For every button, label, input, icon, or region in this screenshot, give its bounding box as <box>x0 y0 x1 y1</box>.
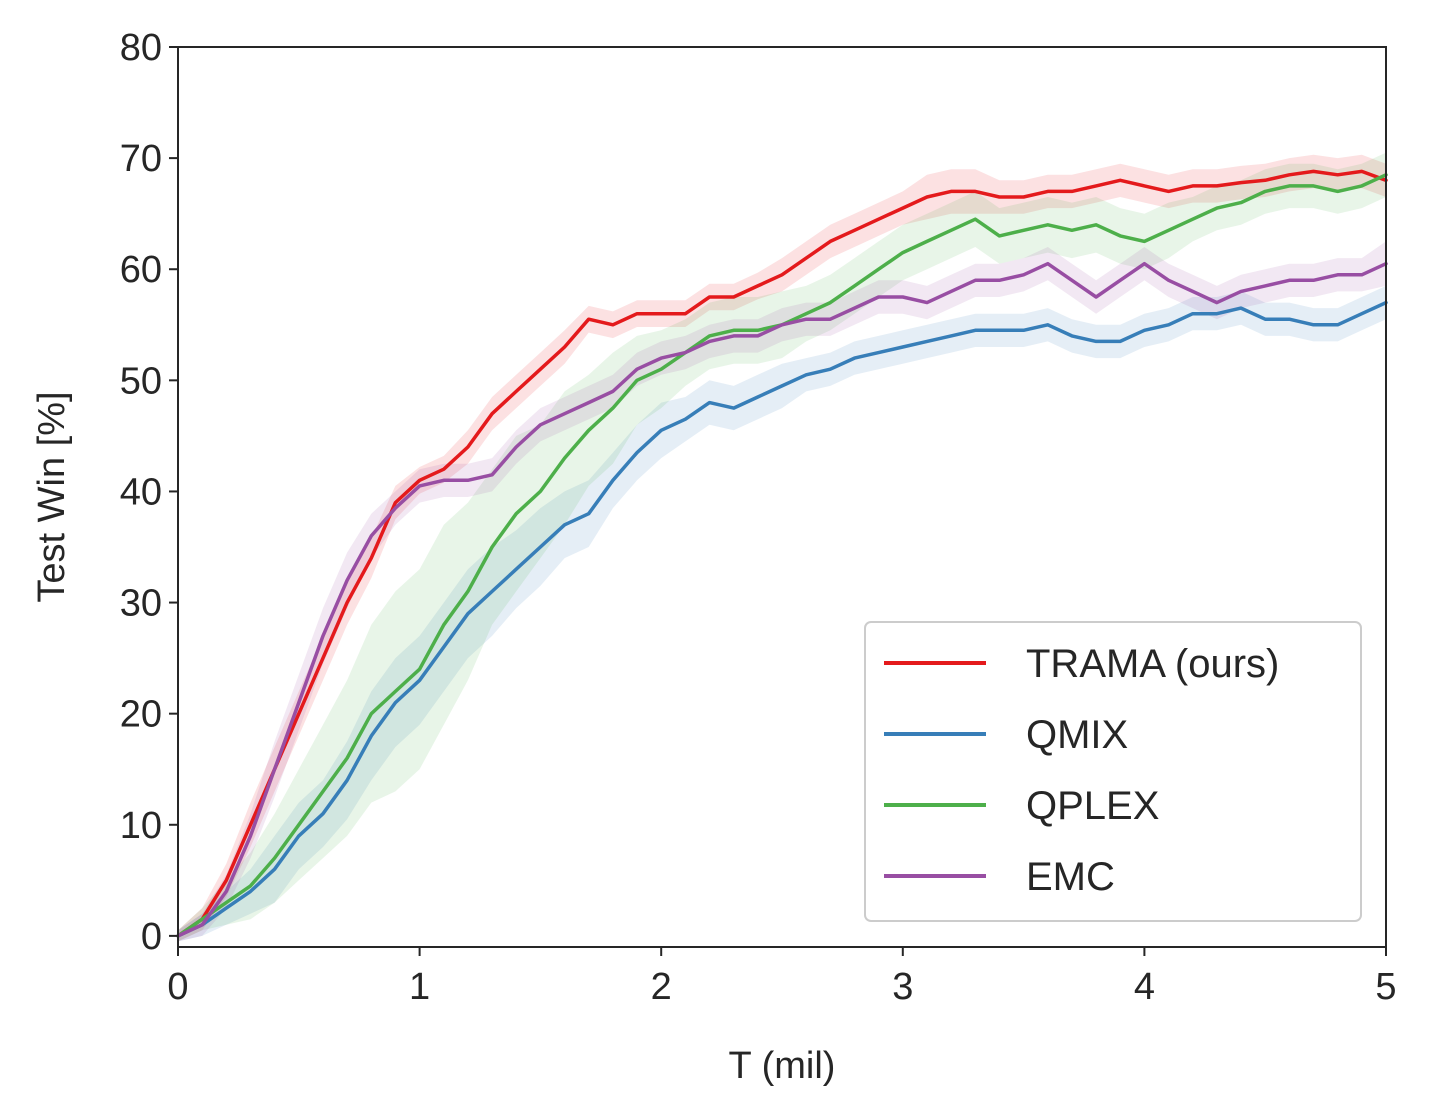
y-tick-label: 50 <box>120 360 162 402</box>
x-tick-label: 1 <box>409 966 430 1008</box>
x-tick-label: 4 <box>1134 966 1155 1008</box>
x-tick-label: 5 <box>1375 966 1396 1008</box>
y-tick-label: 20 <box>120 694 162 736</box>
y-tick-label: 30 <box>120 583 162 625</box>
y-axis-ticks: 0 10 20 30 40 50 60 70 80 <box>120 27 178 958</box>
x-tick-label: 3 <box>892 966 913 1008</box>
line-emc <box>176 261 1388 938</box>
x-axis-ticks: 0 1 2 3 4 5 <box>167 947 1397 1008</box>
y-tick-label: 0 <box>141 916 162 958</box>
legend: TRAMA (ours) QMIX QPLEX EMC <box>864 621 1362 922</box>
x-tick-label: 0 <box>167 966 188 1008</box>
plot-frame <box>177 46 1387 948</box>
line-trama-ours <box>176 169 1388 938</box>
legend-label-qmix: QMIX <box>1026 713 1128 757</box>
legend-label-emc: EMC <box>1026 855 1115 899</box>
y-tick-label: 10 <box>120 805 162 847</box>
y-tick-label: 70 <box>120 138 162 180</box>
y-axis-label: Test Win [%] <box>31 391 73 602</box>
legend-box <box>864 621 1362 922</box>
y-tick-label: 40 <box>120 471 162 513</box>
line-qmix <box>176 300 1388 938</box>
confidence-bands <box>178 152 1386 942</box>
legend-items: TRAMA (ours) QMIX QPLEX EMC <box>884 642 1279 899</box>
legend-label-qplex: QPLEX <box>1026 784 1159 828</box>
series-lines <box>176 169 1388 938</box>
y-tick-label: 60 <box>120 249 162 291</box>
legend-label-trama-ours: TRAMA (ours) <box>1026 642 1279 686</box>
y-tick-label: 80 <box>120 27 162 69</box>
x-axis-label: T (mil) <box>729 1045 836 1087</box>
band-qplex <box>178 152 1386 942</box>
x-tick-label: 2 <box>651 966 672 1008</box>
